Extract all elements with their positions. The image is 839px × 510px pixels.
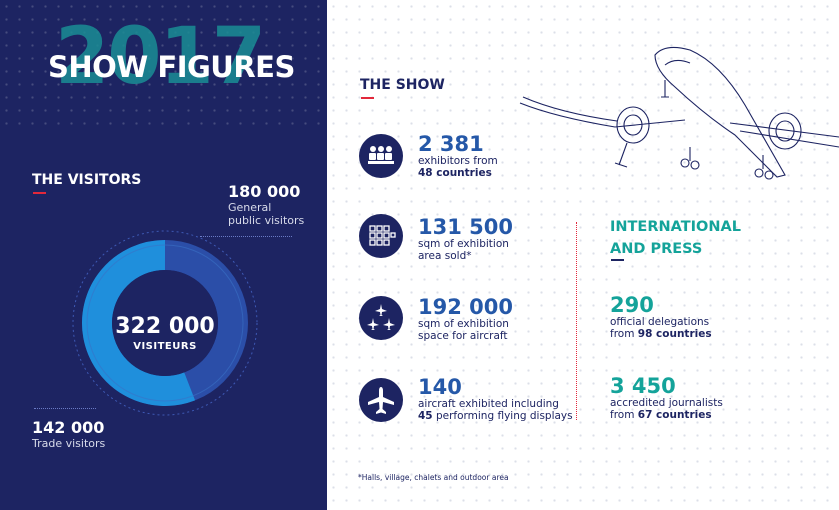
general-public-value: 180 000 — [228, 182, 301, 201]
journalists-countries: 67 countries — [637, 409, 712, 422]
aircraft-space-line2: space for aircraft — [418, 330, 508, 343]
delegations-countries: 98 countries — [637, 328, 712, 341]
flying-displays-label: performing flying displays — [432, 410, 573, 423]
dot-pattern — [0, 0, 327, 130]
international-heading-line2: AND PRESS — [610, 241, 703, 258]
trade-leader-line — [34, 408, 96, 409]
exhibitors-countries: 48 countries — [418, 167, 492, 180]
visitors-panel: 2017 SHOW FIGURES THE VISITORS 180 000 G… — [0, 0, 327, 510]
trade-visitors-stat: 142 000 Trade visitors — [32, 418, 172, 450]
aircraft-line2: 45 performing flying displays — [418, 410, 598, 422]
visitors-donut-chart — [72, 230, 258, 416]
aircraft-value: 140 — [418, 375, 462, 399]
trade-visitors-label: Trade visitors — [32, 437, 106, 450]
visitors-heading-underline — [33, 192, 46, 194]
aircraft-space-value: 192 000 — [418, 295, 513, 319]
delegations-value: 290 — [610, 293, 654, 317]
journalists-stat: 3 450 accredited journalists from 67 cou… — [610, 375, 790, 421]
aircraft-icon — [359, 378, 403, 422]
footnote: *Halls, village, chalets and outdoor are… — [358, 473, 509, 482]
aircraft-space-icon — [359, 296, 403, 340]
show-heading: THE SHOW — [360, 77, 445, 93]
trade-visitors-value: 142 000 — [32, 418, 105, 437]
aircraft-line1: aircraft exhibited including — [418, 398, 559, 411]
aircraft-stat: 140 aircraft exhibited including 45 perf… — [418, 376, 598, 422]
journalists-line1: accredited journalists — [610, 397, 723, 410]
exhibitors-icon — [359, 134, 403, 178]
flying-displays-count: 45 — [418, 410, 433, 423]
exhibitors-stat: 2 381 exhibitors from 48 countries — [418, 133, 578, 179]
section-divider — [576, 222, 577, 420]
total-visitors-label: VISITEURS — [133, 341, 197, 352]
total-visitors-value: 322 000 — [115, 314, 215, 339]
donut-outer-ring — [72, 230, 258, 416]
general-public-label-2: public visitors — [228, 214, 305, 228]
airplane-illustration-icon — [519, 46, 839, 180]
exhibitors-value: 2 381 — [418, 132, 484, 156]
delegations-stat: 290 official delegations from 98 countri… — [610, 294, 790, 340]
journalists-from: from — [610, 409, 638, 422]
donut-inner-line — [86, 244, 244, 402]
show-heading-underline — [361, 97, 374, 99]
general-leader-line — [200, 236, 292, 237]
journalists-value: 3 450 — [610, 374, 676, 398]
aircraft-space-stat: 192 000 sqm of exhibition space for airc… — [418, 296, 578, 342]
delegations-line1: official delegations — [610, 316, 710, 329]
visitors-heading: THE VISITORS — [32, 172, 142, 188]
exhibition-area-line1: sqm of exhibition — [418, 238, 509, 251]
donut-hole — [112, 270, 218, 376]
show-panel — [327, 0, 839, 510]
page-title: SHOW FIGURES — [48, 50, 295, 84]
exhibition-area-stat: 131 500 sqm of exhibition area sold* — [418, 216, 578, 262]
exhibition-area-value: 131 500 — [418, 215, 513, 239]
exhibition-area-line2: area sold* — [418, 250, 472, 263]
delegations-line2: from 98 countries — [610, 328, 790, 340]
general-public-stat: 180 000 General public visitors — [228, 182, 327, 227]
aircraft-space-line1: sqm of exhibition — [418, 318, 509, 331]
international-heading-line1: INTERNATIONAL — [610, 219, 741, 235]
delegations-from: from — [610, 328, 638, 341]
international-heading: INTERNATIONAL AND PRESS — [610, 216, 790, 261]
exhibitors-line1: exhibitors from — [418, 155, 498, 168]
donut-general-segment — [82, 240, 196, 406]
journalists-line2: from 67 countries — [610, 409, 790, 421]
international-heading-underline — [611, 259, 624, 261]
year-background-text: 2017 — [55, 12, 266, 102]
exhibition-area-icon — [359, 214, 403, 258]
general-public-label-1: General — [228, 201, 272, 214]
